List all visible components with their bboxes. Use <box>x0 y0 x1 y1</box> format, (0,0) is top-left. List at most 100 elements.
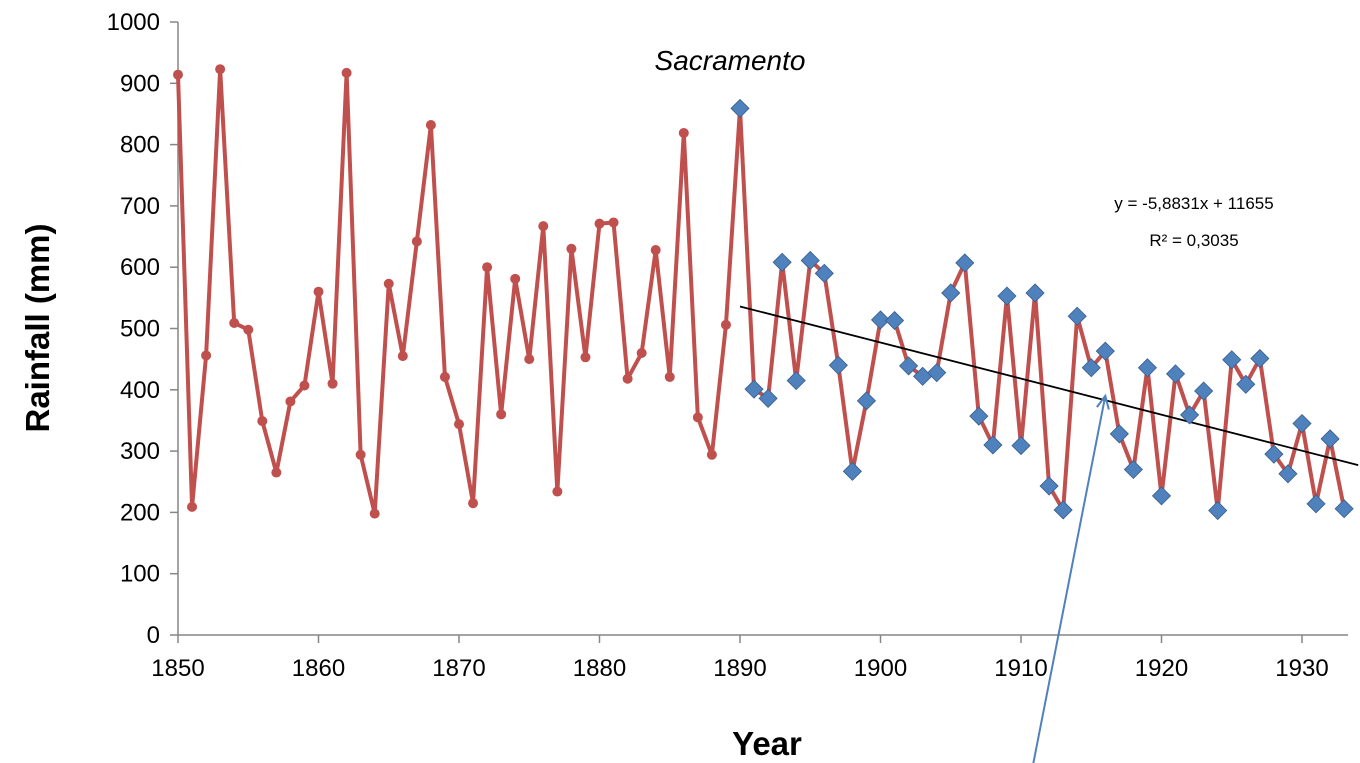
series-line-2 <box>738 108 1347 513</box>
annotation-arrow <box>1032 395 1107 763</box>
x-tick-label: 1890 <box>713 655 766 682</box>
data-point-diamond <box>955 253 975 273</box>
data-point-circle <box>664 371 675 382</box>
trendline-layer <box>739 305 1359 467</box>
data-point-circle <box>580 352 591 363</box>
data-point-diamond <box>927 363 947 383</box>
x-tick-label: 1860 <box>292 655 345 682</box>
y-tick-label: 600 <box>120 254 160 281</box>
data-point-diamond <box>856 391 877 411</box>
y-tick-label: 700 <box>120 193 160 220</box>
data-point-circle <box>397 351 408 362</box>
data-point-diamond <box>1151 486 1172 506</box>
data-point-circle <box>538 221 549 232</box>
data-point-diamond <box>1025 283 1045 303</box>
data-point-diamond <box>1320 429 1340 449</box>
data-point-diamond <box>1011 436 1031 456</box>
data-point-diamond <box>1053 500 1073 520</box>
x-tick-label: 1900 <box>854 655 907 682</box>
y-tick-label: 300 <box>120 438 160 465</box>
data-point-circle <box>706 449 717 460</box>
y-tick-label: 0 <box>147 622 160 649</box>
x-tick-label: 1910 <box>994 655 1047 682</box>
data-point-circle <box>510 273 521 284</box>
data-point-diamond <box>1334 499 1354 519</box>
data-point-diamond <box>1180 405 1200 425</box>
data-point-diamond <box>1250 348 1270 369</box>
data-point-circle <box>482 262 493 273</box>
data-point-diamond <box>800 250 820 271</box>
data-point-diamond <box>1137 358 1158 378</box>
data-point-circle <box>411 236 422 247</box>
x-tick-label: 1870 <box>432 655 485 682</box>
y-tick-label: 1000 <box>107 9 160 36</box>
data-point-diamond <box>744 379 764 399</box>
y-tick-labels: 0 100 200 300 400 500 600 700 800 900 1000 <box>107 9 160 649</box>
data-point-diamond <box>1222 350 1242 370</box>
chart-title: Sacramento <box>655 45 806 76</box>
data-point-circle <box>720 319 731 330</box>
data-point-diamond <box>1165 364 1186 384</box>
annotation-arrowhead <box>1096 393 1110 410</box>
data-point-circle <box>271 467 282 478</box>
series-line-1 <box>176 67 742 516</box>
series-lines <box>176 67 1347 516</box>
y-tick-label: 100 <box>120 561 160 588</box>
data-point-diamond <box>730 98 750 118</box>
data-point-diamond <box>983 435 1003 455</box>
data-point-diamond <box>1194 381 1214 401</box>
data-point-diamond <box>842 461 862 481</box>
data-point-diamond <box>1292 413 1312 434</box>
data-point-diamond <box>1109 424 1129 444</box>
data-point-circle <box>622 373 633 384</box>
data-point-circle <box>594 218 605 229</box>
data-point-circle <box>285 396 296 407</box>
y-tick-label: 400 <box>120 377 160 404</box>
data-point-circle <box>243 324 254 335</box>
data-point-diamond <box>1208 500 1228 521</box>
arrow-layer <box>1032 393 1110 763</box>
series-markers <box>173 64 1354 521</box>
data-point-circle <box>552 486 563 497</box>
y-tick-label: 500 <box>120 316 160 343</box>
data-point-diamond <box>1067 306 1087 326</box>
trendline <box>739 305 1359 467</box>
data-point-diamond <box>884 310 905 331</box>
data-point-diamond <box>772 252 792 272</box>
data-point-circle <box>678 127 689 138</box>
x-axis-title: Year <box>732 725 802 762</box>
data-point-circle <box>468 498 479 509</box>
data-point-circle <box>383 278 394 289</box>
data-point-diamond <box>1081 358 1101 378</box>
data-point-diamond <box>1278 464 1298 484</box>
data-point-diamond <box>941 283 961 303</box>
data-point-diamond <box>969 406 989 426</box>
data-point-circle <box>650 245 661 256</box>
data-point-circle <box>524 354 535 365</box>
data-point-diamond <box>1039 476 1059 496</box>
x-tick-label: 1880 <box>573 655 626 682</box>
data-point-circle <box>341 67 352 78</box>
data-point-circle <box>355 449 366 460</box>
data-point-circle <box>369 508 380 519</box>
data-point-diamond <box>1236 374 1256 394</box>
data-point-diamond <box>1123 459 1143 480</box>
data-point-circle <box>215 64 226 75</box>
x-tick-label: 1850 <box>151 655 204 682</box>
data-point-circle <box>257 416 268 427</box>
data-point-circle <box>439 371 450 382</box>
data-point-diamond <box>997 286 1017 306</box>
data-point-diamond <box>1095 341 1115 361</box>
data-point-diamond <box>786 371 806 391</box>
data-point-circle <box>566 243 577 254</box>
data-point-diamond <box>899 356 919 376</box>
trendline-equation: y = -5,8831x + 11655 <box>1114 194 1273 213</box>
data-point-circle <box>454 419 464 430</box>
data-point-diamond <box>758 388 778 408</box>
data-point-circle <box>425 119 436 130</box>
data-point-circle <box>636 348 647 359</box>
data-point-diamond <box>1264 444 1284 464</box>
x-tick-label: 1930 <box>1275 655 1328 682</box>
data-point-circle <box>173 69 183 80</box>
